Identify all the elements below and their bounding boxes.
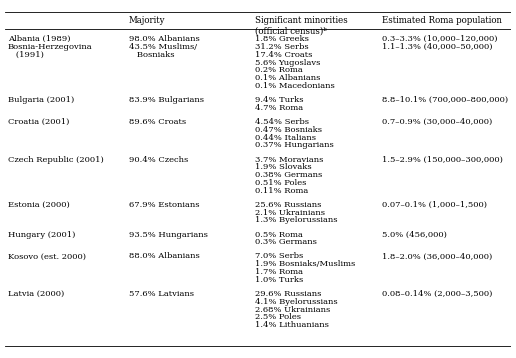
Text: Estonia (2000): Estonia (2000) [8,201,70,209]
Text: Hungary (2001): Hungary (2001) [8,231,75,238]
Text: Croatia (2001): Croatia (2001) [8,118,69,126]
Text: 2.5% Poles: 2.5% Poles [255,313,301,321]
Text: 1.8% Greeks: 1.8% Greeks [255,35,310,43]
Text: 98.0% Albanians: 98.0% Albanians [129,35,200,43]
Text: 9.4% Turks: 9.4% Turks [255,96,304,104]
Text: 0.2% Roma: 0.2% Roma [255,67,303,74]
Text: 4.7% Roma: 4.7% Roma [255,104,303,112]
Text: 2.68% Ukrainians: 2.68% Ukrainians [255,306,331,314]
Text: 0.44% Italians: 0.44% Italians [255,134,316,142]
Text: 5.0% (456,000): 5.0% (456,000) [382,231,447,238]
Text: 0.07–0.1% (1,000–1,500): 0.07–0.1% (1,000–1,500) [382,201,487,209]
Text: 0.47% Bosniaks: 0.47% Bosniaks [255,126,322,134]
Text: 1.4% Lithuanians: 1.4% Lithuanians [255,321,329,329]
Text: 1.5–2.9% (150,000–300,000): 1.5–2.9% (150,000–300,000) [382,155,503,164]
Text: 0.11% Roma: 0.11% Roma [255,187,309,195]
Text: 1.8–2.0% (36,000–40,000): 1.8–2.0% (36,000–40,000) [382,252,492,261]
Text: Latvia (2000): Latvia (2000) [8,290,64,298]
Text: 0.1% Macedonians: 0.1% Macedonians [255,82,335,90]
Text: 7.0% Serbs: 7.0% Serbs [255,252,304,261]
Text: 1.0% Turks: 1.0% Turks [255,276,304,284]
Text: 3.7% Moravians: 3.7% Moravians [255,155,324,164]
Text: (1991): (1991) [8,51,43,59]
Text: 5.6% Yugoslavs: 5.6% Yugoslavs [255,59,321,67]
Text: Majority: Majority [129,16,166,25]
Text: Albania (1989): Albania (1989) [8,35,70,43]
Text: 93.5% Hungarians: 93.5% Hungarians [129,231,208,238]
Text: 4.1% Byelorussians: 4.1% Byelorussians [255,298,338,306]
Text: Kosovo (est. 2000): Kosovo (est. 2000) [8,252,86,261]
Text: 88.0% Albanians: 88.0% Albanians [129,252,200,261]
Text: 90.4% Czechs: 90.4% Czechs [129,155,188,164]
Text: Bosniaks: Bosniaks [129,51,174,59]
Text: 0.7–0.9% (30,000–40,000): 0.7–0.9% (30,000–40,000) [382,118,492,126]
Text: 0.08–0.14% (2,000–3,500): 0.08–0.14% (2,000–3,500) [382,290,492,298]
Text: 17.4% Croats: 17.4% Croats [255,51,313,59]
Text: 0.3–3.3% (10,000–120,000): 0.3–3.3% (10,000–120,000) [382,35,497,43]
Text: 83.9% Bulgarians: 83.9% Bulgarians [129,96,204,104]
Text: 0.3% Germans: 0.3% Germans [255,238,317,246]
Text: 1.3% Byelorussians: 1.3% Byelorussians [255,217,338,224]
Text: 25.6% Russians: 25.6% Russians [255,201,322,209]
Text: 31.2% Serbs: 31.2% Serbs [255,43,309,51]
Text: Significant minorities
(official census)ᵇ: Significant minorities (official census)… [255,16,348,35]
Text: 4.54% Serbs: 4.54% Serbs [255,118,310,126]
Text: 89.6% Croats: 89.6% Croats [129,118,186,126]
Text: 8.8–10.1% (700,000–800,000): 8.8–10.1% (700,000–800,000) [382,96,508,104]
Text: Czech Republic (2001): Czech Republic (2001) [8,155,103,164]
Text: 0.5% Roma: 0.5% Roma [255,231,303,238]
Text: 0.37% Hungarians: 0.37% Hungarians [255,141,334,149]
Text: Bulgaria (2001): Bulgaria (2001) [8,96,74,104]
Text: 1.7% Roma: 1.7% Roma [255,268,303,276]
Text: 0.38% Germans: 0.38% Germans [255,171,322,179]
Text: 1.9% Slovaks: 1.9% Slovaks [255,163,312,171]
Text: 2.1% Ukrainians: 2.1% Ukrainians [255,209,326,217]
Text: 57.6% Latvians: 57.6% Latvians [129,290,194,298]
Text: 1.9% Bosniaks/Muslims: 1.9% Bosniaks/Muslims [255,260,356,268]
Text: 29.6% Russians: 29.6% Russians [255,290,322,298]
Text: 43.5% Muslims/: 43.5% Muslims/ [129,43,197,51]
Text: 0.51% Poles: 0.51% Poles [255,179,307,187]
Text: 0.1% Albanians: 0.1% Albanians [255,74,321,82]
Text: Bosnia-Herzegovina: Bosnia-Herzegovina [8,43,92,51]
Text: 1.1–1.3% (40,000–50,000): 1.1–1.3% (40,000–50,000) [382,43,492,51]
Text: Estimated Roma population: Estimated Roma population [382,16,502,25]
Text: 67.9% Estonians: 67.9% Estonians [129,201,200,209]
